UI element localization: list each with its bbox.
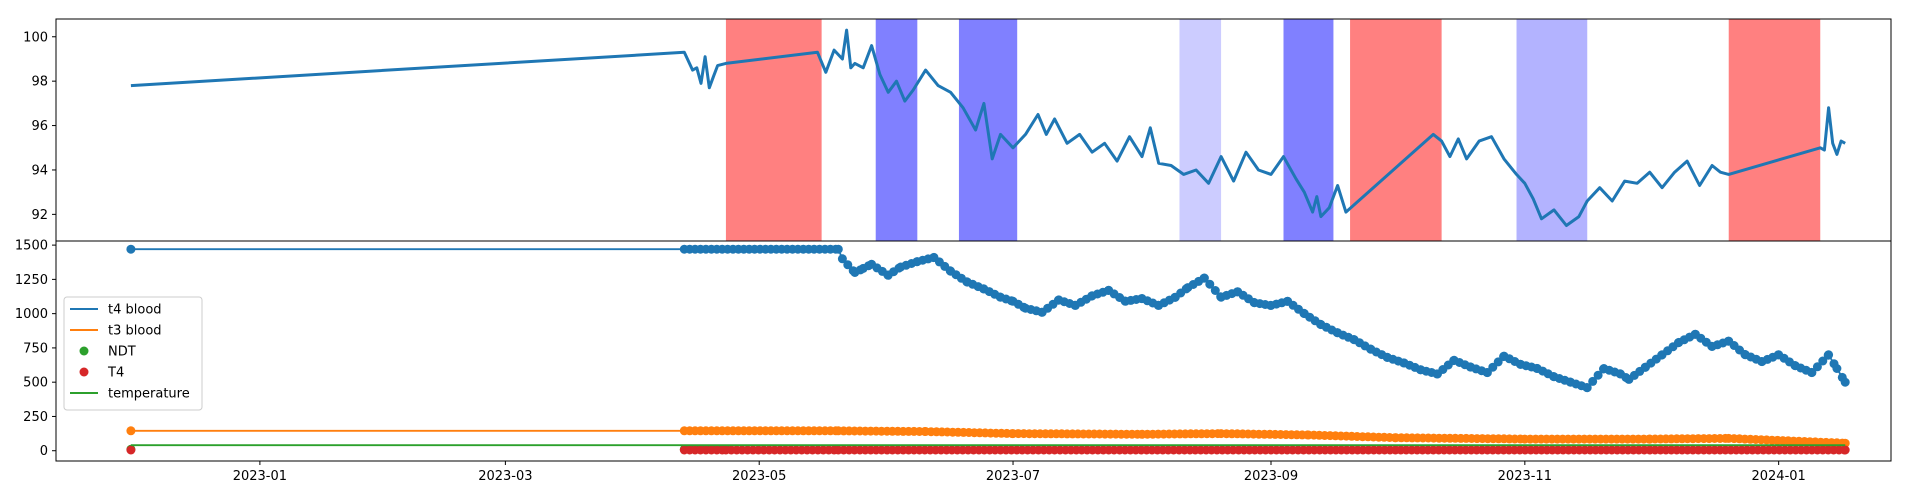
legend-marker-t4 (79, 367, 89, 377)
xtick-label: 2023-07 (986, 469, 1040, 480)
xtick-label: 2023-01 (233, 469, 287, 480)
top-series-group (130, 28, 1846, 227)
xtick-label: 2024-01 (1751, 469, 1805, 480)
xtick-label: 2023-11 (1498, 469, 1552, 480)
t4-blood-point (1812, 362, 1822, 372)
t4-blood-line (130, 248, 1846, 389)
t4-blood-point (1807, 368, 1817, 378)
t4-blood-point (1840, 377, 1850, 387)
top-ytick-label: 94 (31, 163, 48, 178)
t4-point (126, 445, 136, 455)
legend: t4 blood t3 blood NDT T4 temperature (63, 296, 203, 411)
t4-blood-point (837, 254, 847, 264)
shaded-band-4 (1179, 19, 1222, 241)
bottom-ytick-label: 1500 (15, 239, 48, 254)
t4-blood-point (1818, 356, 1828, 366)
t4-blood-point (1210, 286, 1220, 295)
top-series-line (130, 28, 1846, 227)
t4-blood-point (1832, 364, 1842, 373)
bottom-x-axis: 2023-01 2023-03 2023-05 2023-07 2023-09 2023-… (233, 461, 1806, 480)
shaded-band-5 (1283, 19, 1334, 241)
bottom-ytick-label: 1250 (15, 273, 48, 288)
top-ytick-label: 96 (31, 119, 48, 134)
bottom-y-axis: 0 250 500 750 1000 1250 1500 (15, 239, 56, 459)
shaded-band-8 (1728, 19, 1821, 241)
t3-blood-point (126, 426, 136, 436)
top-shaded-bands (725, 19, 1821, 241)
t4-point (1840, 445, 1850, 455)
xtick-label: 2023-03 (478, 469, 532, 480)
legend-label-temperature: temperature (108, 387, 190, 402)
top-ytick-label: 92 (31, 208, 48, 223)
t4-blood-point (1205, 279, 1215, 289)
legend-label-t4-blood: t4 blood (108, 303, 162, 318)
shaded-band-6 (1350, 19, 1442, 241)
top-panel: 92 94 96 98 100 (23, 18, 1892, 242)
t4-blood-point (126, 244, 136, 254)
legend-label-t3-blood: t3 blood (108, 324, 162, 339)
legend-marker-ndt (79, 346, 89, 356)
bottom-ytick-label: 0 (40, 444, 48, 459)
shaded-band-2 (875, 19, 918, 241)
legend-label-t4: T4 (107, 366, 124, 381)
bottom-series-group (126, 244, 1850, 455)
top-ytick-label: 100 (23, 30, 48, 45)
shaded-band-7 (1516, 19, 1588, 241)
t4-blood-point (1824, 350, 1834, 360)
t4-blood-point (1593, 370, 1603, 380)
t4-blood-point (1588, 376, 1598, 386)
t4-blood-point (1582, 383, 1592, 393)
xtick-label: 2023-05 (732, 469, 786, 480)
xtick-label: 2023-09 (1244, 469, 1298, 480)
top-y-axis: 92 94 96 98 100 (23, 30, 56, 223)
bottom-ytick-label: 750 (23, 341, 48, 356)
legend-box (63, 296, 203, 411)
top-ytick-label: 98 (31, 75, 48, 90)
legend-label-ndt: NDT (108, 345, 136, 360)
bottom-ytick-label: 500 (23, 376, 48, 391)
bottom-ytick-label: 250 (23, 410, 48, 425)
shaded-band-1 (725, 19, 822, 241)
t4-blood-point (843, 260, 853, 270)
t4-blood-point (1199, 273, 1209, 283)
bottom-axes-frame (55, 240, 1892, 462)
bottom-ytick-label: 1000 (15, 307, 48, 322)
t4-blood-point (833, 244, 843, 254)
